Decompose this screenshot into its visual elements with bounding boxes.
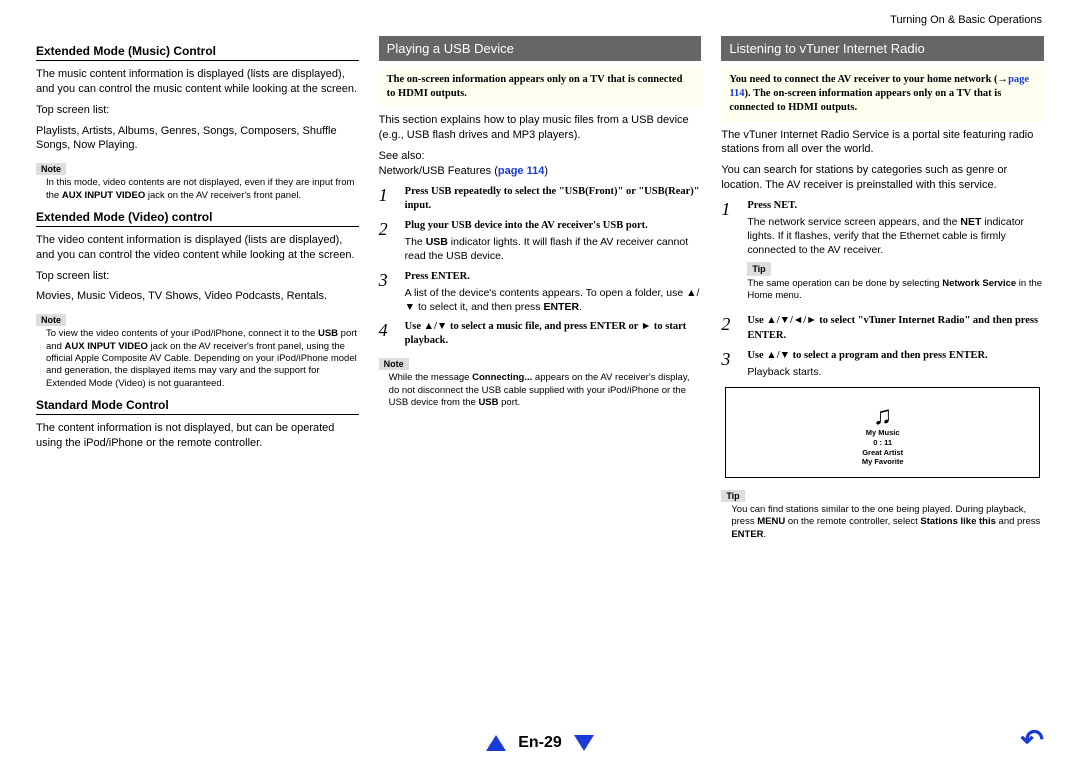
text: This section explains how to play music … (379, 113, 702, 143)
step-number: 2 (721, 314, 747, 333)
note-text: In this mode, video contents are not dis… (36, 177, 359, 202)
step-title: Use ▲/▼ to select a program and then pre… (747, 349, 1044, 363)
step: 1 Press USB repeatedly to select the "US… (379, 185, 702, 213)
highlight-box: You need to connect the AV receiver to y… (721, 67, 1044, 122)
step-body: Use ▲/▼ to select a music file, and pres… (405, 320, 702, 348)
banner-usb: Playing a USB Device (379, 36, 702, 61)
text: Top screen list: (36, 269, 359, 284)
note-text: While the message Connecting... appears … (379, 372, 702, 409)
page-number: En-29 (518, 734, 562, 752)
step: 2 Plug your USB device into the AV recei… (379, 219, 702, 264)
step-desc: Playback starts. (747, 365, 1044, 379)
text: Playlists, Artists, Albums, Genres, Song… (36, 124, 359, 154)
step: 4 Use ▲/▼ to select a music file, and pr… (379, 320, 702, 348)
next-page-icon[interactable] (574, 735, 594, 751)
text-link-line: Network/USB Features (page 114) (379, 164, 702, 179)
text: Network/USB Features ( (379, 165, 498, 177)
step-desc: A list of the device's contents appears.… (405, 286, 702, 314)
step-body: Press USB repeatedly to select the "USB(… (405, 185, 702, 213)
step-body: Press NET. The network service screen ap… (747, 199, 1044, 309)
banner-vtuner: Listening to vTuner Internet Radio (721, 36, 1044, 61)
step-body: Plug your USB device into the AV receive… (405, 219, 702, 264)
usb-steps: 1 Press USB repeatedly to select the "US… (379, 185, 702, 349)
text: Top screen list: (36, 103, 359, 118)
step-body: Press ENTER. A list of the device's cont… (405, 270, 702, 315)
display-line: Great Artist (734, 448, 1031, 458)
header-section: Turning On & Basic Operations (890, 14, 1042, 26)
step-body: Use ▲/▼ to select a program and then pre… (747, 349, 1044, 379)
step: 1 Press NET. The network service screen … (721, 199, 1044, 309)
step-number: 1 (721, 199, 747, 218)
step-number: 4 (379, 320, 405, 339)
page-link[interactable]: page 114 (498, 165, 544, 177)
step-number: 2 (379, 219, 405, 238)
back-icon[interactable]: ↶ (1021, 723, 1044, 756)
text: See also: (379, 149, 702, 164)
step-title: Press USB repeatedly to select the "USB(… (405, 185, 702, 213)
step-title: Plug your USB device into the AV receive… (405, 219, 702, 233)
text: The vTuner Internet Radio Service is a p… (721, 128, 1044, 158)
column-2: Playing a USB Device The on-screen infor… (379, 36, 702, 547)
display-preview: ♫ My Music 0 : 11 Great Artist My Favori… (725, 387, 1040, 478)
tip-text: The same operation can be done by select… (747, 278, 1044, 303)
text: ) (544, 165, 548, 177)
heading-video-control: Extended Mode (Video) control (36, 210, 359, 227)
display-line: My Favorite (734, 457, 1031, 467)
text: The video content information is display… (36, 233, 359, 263)
step-number: 3 (721, 349, 747, 368)
display-line: My Music (734, 428, 1031, 438)
heading-standard-mode: Standard Mode Control (36, 398, 359, 415)
text: The content information is not displayed… (36, 421, 359, 451)
step: 2 Use ▲/▼/◄/► to select "vTuner Internet… (721, 314, 1044, 342)
tip-label: Tip (721, 490, 744, 502)
highlight-box: The on-screen information appears only o… (379, 67, 702, 107)
note-label: Note (36, 163, 66, 175)
step-desc: The network service screen appears, and … (747, 215, 1044, 258)
display-line: 0 : 11 (734, 438, 1031, 448)
prev-page-icon[interactable] (486, 735, 506, 751)
step-number: 3 (379, 270, 405, 289)
step-body: Use ▲/▼/◄/► to select "vTuner Internet R… (747, 314, 1044, 342)
step-title: Press ENTER. (405, 270, 702, 284)
note-label: Note (36, 314, 66, 326)
step-number: 1 (379, 185, 405, 204)
tip-text: You can find stations similar to the one… (721, 504, 1044, 541)
content-columns: Extended Mode (Music) Control The music … (0, 0, 1080, 547)
text: Movies, Music Videos, TV Shows, Video Po… (36, 289, 359, 304)
text: You can search for stations by categorie… (721, 163, 1044, 193)
step-title: Use ▲/▼ to select a music file, and pres… (405, 320, 702, 348)
step: 3 Use ▲/▼ to select a program and then p… (721, 349, 1044, 379)
footer: En-29 (0, 734, 1080, 752)
column-3: Listening to vTuner Internet Radio You n… (721, 36, 1044, 547)
music-icon: ♫ (734, 402, 1031, 428)
step-desc: The USB indicator lights. It will flash … (405, 235, 702, 263)
step-title: Use ▲/▼/◄/► to select "vTuner Internet R… (747, 314, 1044, 342)
tip-label: Tip (747, 262, 770, 276)
note-label: Note (379, 358, 409, 370)
heading-music-control: Extended Mode (Music) Control (36, 44, 359, 61)
note-text: To view the video contents of your iPod/… (36, 328, 359, 390)
text: The music content information is display… (36, 67, 359, 97)
step: 3 Press ENTER. A list of the device's co… (379, 270, 702, 315)
step-title: Press NET. (747, 199, 1044, 213)
vtuner-steps: 1 Press NET. The network service screen … (721, 199, 1044, 379)
column-1: Extended Mode (Music) Control The music … (36, 36, 359, 547)
